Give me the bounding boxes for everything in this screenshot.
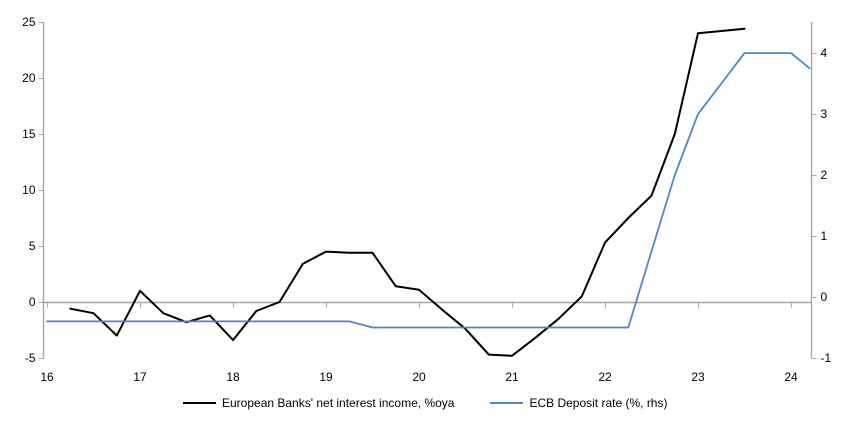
legend-line-swatch-blue	[490, 402, 524, 404]
legend: European Banks' net interest income, %oy…	[183, 396, 667, 410]
legend-line-swatch-black	[183, 402, 216, 404]
y-axis-right-tick-label: 1	[821, 229, 828, 243]
series-line-ecb	[46, 52, 811, 329]
y-axis-right-tick-label: 0	[821, 290, 828, 304]
legend-item-ecb: ECB Deposit rate (%, rhs)	[490, 396, 667, 410]
x-axis-tick-label: 19	[319, 370, 333, 384]
y-axis-left-tick-label: 10	[22, 183, 36, 197]
y-axis-left-tick-label: 5	[29, 239, 36, 253]
y-axis-left-tick-label: 25	[22, 15, 36, 29]
x-axis-tick-label: 20	[412, 370, 426, 384]
legend-item-nii: European Banks' net interest income, %oy…	[183, 396, 454, 410]
x-axis-tick-label: 16	[40, 370, 54, 384]
x-axis-tick-label: 17	[133, 370, 147, 384]
x-axis-tick-label: 24	[784, 370, 798, 384]
legend-label-ecb: ECB Deposit rate (%, rhs)	[529, 396, 668, 410]
x-axis-tick-label: 23	[691, 370, 705, 384]
series-line-nii	[69, 27, 746, 357]
y-axis-right-tick-label: 4	[821, 46, 828, 60]
y-axis-left-tick-label: -5	[25, 351, 36, 365]
legend-label-nii: European Banks' net interest income, %oy…	[222, 396, 455, 410]
y-axis-left-tick-label: 0	[29, 295, 36, 309]
y-axis-right-tick-label: -1	[821, 351, 832, 365]
y-axis-left-tick-label: 15	[22, 127, 36, 141]
y-axis-right-tick-label: 2	[821, 168, 828, 182]
x-axis-tick-label: 22	[598, 370, 612, 384]
x-axis-tick-label: 18	[226, 370, 240, 384]
y-axis-left-tick-label: 20	[22, 71, 36, 85]
x-axis-tick-label: 21	[505, 370, 519, 384]
y-axis-right-tick-label: 3	[821, 107, 828, 121]
